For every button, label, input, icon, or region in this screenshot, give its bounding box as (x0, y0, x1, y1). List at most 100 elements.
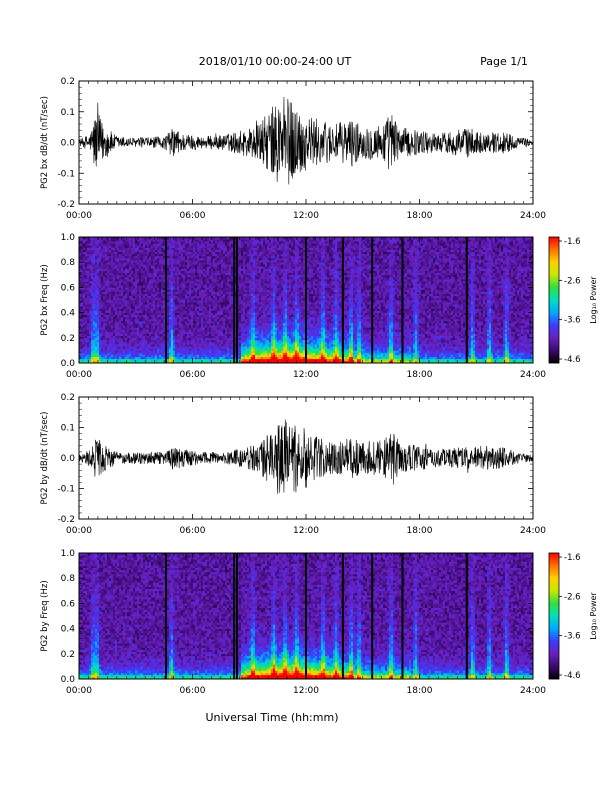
page-indicator: Page 1/1 (480, 55, 528, 68)
spectrogram-cell (89, 306, 91, 308)
spectrogram-cell (95, 313, 97, 315)
spectrogram-cell (89, 294, 91, 296)
spectrogram-cell (89, 338, 91, 340)
spectrogram-cell (133, 290, 135, 292)
spectrogram-cell (129, 292, 131, 294)
spectrogram-cell (93, 319, 95, 321)
spectrogram-cell (101, 285, 103, 287)
spectrogram-cell (123, 323, 125, 325)
spectrogram-cell (133, 302, 135, 304)
spectrogram-cell (101, 336, 103, 338)
spectrogram-cell (111, 357, 113, 359)
spectrogram-cell (99, 300, 101, 302)
spectrogram-cell (135, 277, 137, 279)
spectrogram-cell (141, 264, 143, 266)
spectrogram-cell (83, 321, 85, 323)
spectrogram-cell (111, 241, 113, 243)
spectrogram-cell (123, 298, 125, 300)
spectrogram-cell (129, 239, 131, 241)
spectrogram-cell (115, 319, 117, 321)
spectrogram-cell (99, 250, 101, 252)
spectrogram-cell (109, 338, 111, 340)
spectrogram-cell (109, 329, 111, 331)
spectrogram-cell (105, 357, 107, 359)
spectrogram-cell (81, 292, 83, 294)
spectrogram-cell (137, 357, 139, 359)
spectrogram-cell (95, 334, 97, 336)
spectrogram-cell (137, 338, 139, 340)
spectrogram-cell (95, 269, 97, 271)
spectrogram-cell (141, 315, 143, 317)
spectrogram-cell (95, 245, 97, 247)
spectrogram-cell (107, 285, 109, 287)
spectrogram-cell (95, 340, 97, 342)
spectrogram-cell (135, 355, 137, 357)
spectrogram-cell (135, 254, 137, 256)
spectrogram-cell (131, 359, 133, 361)
spectrogram-cell (95, 321, 97, 323)
spectrogram-cell (129, 264, 131, 266)
spectrogram-cell (119, 346, 121, 348)
spectrogram-cell (131, 321, 133, 323)
spectrogram-cell (133, 350, 135, 352)
spectrogram-cell (97, 294, 99, 296)
spectrogram-cell (81, 296, 83, 298)
spectrogram-cell (99, 241, 101, 243)
spectrogram-cell (83, 308, 85, 310)
spectrogram-cell (83, 346, 85, 348)
spectrogram-cell (135, 329, 137, 331)
spectrogram-cell (95, 283, 97, 285)
spectrogram-cell (137, 334, 139, 336)
spectrogram-cell (135, 250, 137, 252)
spectrogram-cell (87, 315, 89, 317)
spectrogram-cell (117, 323, 119, 325)
spectrogram-cell (101, 317, 103, 319)
spectrogram-cell (103, 285, 105, 287)
spectrogram-cell (99, 248, 101, 250)
spectrogram-cell (95, 292, 97, 294)
spectrogram-cell (107, 262, 109, 264)
spectrogram-cell (111, 260, 113, 262)
spectrogram-cell (105, 315, 107, 317)
spectrogram-cell (131, 262, 133, 264)
spectrogram-cell (135, 308, 137, 310)
spectrogram-cell (139, 313, 141, 315)
spectrogram-cell (139, 319, 141, 321)
spectrogram-cell (131, 344, 133, 346)
spectrogram-cell (131, 258, 133, 260)
spectrogram-cell (99, 338, 101, 340)
spectrogram-cell (87, 269, 89, 271)
spectrogram-cell (137, 292, 139, 294)
spectrogram-cell (99, 296, 101, 298)
spectrogram-cell (113, 260, 115, 262)
spectrogram-cell (101, 239, 103, 241)
y-tick-label: 0.1 (61, 108, 75, 118)
spectrogram-cell (115, 302, 117, 304)
spectrogram-cell (133, 348, 135, 350)
spectrogram-cell (97, 241, 99, 243)
spectrogram-cell (121, 336, 123, 338)
spectrogram-cell (141, 273, 143, 275)
spectrogram-cell (135, 269, 137, 271)
spectrogram-cell (115, 264, 117, 266)
spectrogram-cell (127, 325, 129, 327)
spectrogram-cell (139, 241, 141, 243)
spectrogram-cell (111, 338, 113, 340)
spectrogram-cell (105, 323, 107, 325)
spectrogram-cell (91, 241, 93, 243)
spectrogram-cell (85, 342, 87, 344)
spectrogram-cell (115, 304, 117, 306)
spectrogram-cell (131, 250, 133, 252)
spectrogram-cell (111, 329, 113, 331)
spectrogram-cell (85, 260, 87, 262)
spectrogram-cell (111, 296, 113, 298)
spectrogram-cell (119, 355, 121, 357)
spectrogram-cell (129, 321, 131, 323)
spectrogram-cell (113, 317, 115, 319)
spectrogram-cell (133, 262, 135, 264)
spectrogram-cell (103, 336, 105, 338)
spectrogram-cell (121, 350, 123, 352)
spectrogram-cell (131, 323, 133, 325)
spectrogram-cell (127, 250, 129, 252)
spectrogram-cell (91, 285, 93, 287)
